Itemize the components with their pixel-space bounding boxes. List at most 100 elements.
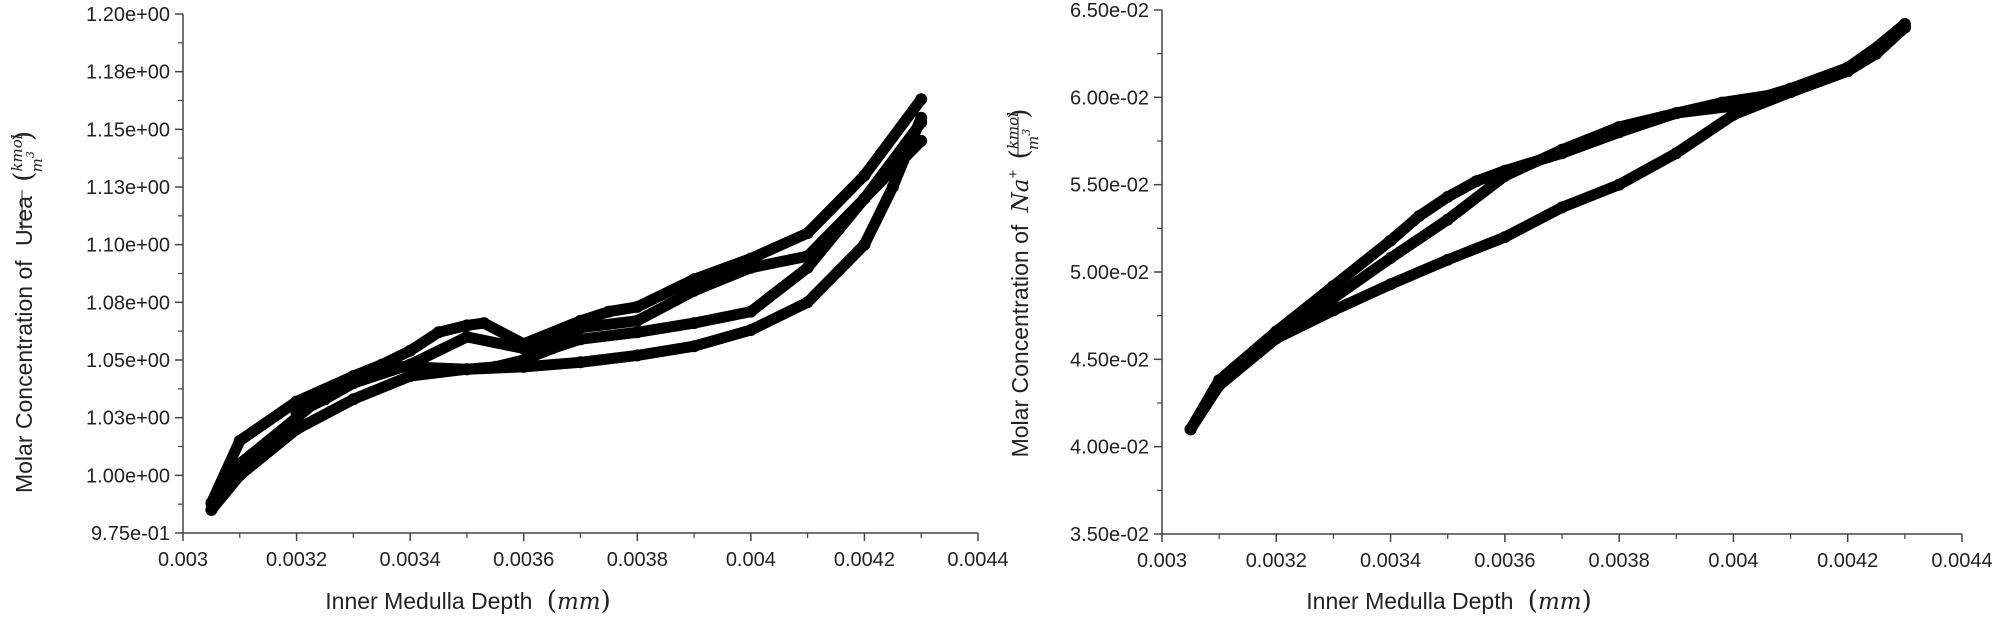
chart-right-point: [1213, 374, 1226, 387]
chart-left-point: [801, 261, 814, 274]
chart-right-y-tick-label: 6.00e-02: [1070, 87, 1149, 109]
chart-right-point: [1670, 147, 1683, 160]
chart-left: 0.003 0.0032 0.0034 0.0036 0.0038 0.004 0.0042…: [8, 4, 1009, 616]
chart-left-point: [631, 326, 644, 339]
chart-left-point: [233, 434, 246, 447]
chart-left-y-axis-unit-num: kmol: [8, 134, 26, 171]
chart-left-x-tick-label: 0.0044: [947, 549, 1008, 571]
chart-left-point: [319, 393, 331, 406]
chart-right-y-axis-title: Molar Concentration of Na+ (kmol m3): [1004, 109, 1042, 458]
chart-right-y-tick-label: 4.50e-02: [1070, 349, 1149, 371]
chart-right-point: [1498, 231, 1511, 244]
chart-left-point: [744, 324, 757, 336]
chart-left-y-tick-label: 1.08e+00: [86, 292, 170, 314]
chart-left-point: [460, 330, 473, 343]
chart-right-point: [1441, 253, 1454, 266]
chart-left-point: [517, 354, 530, 366]
chart-left-x-tick-label: 0.003: [158, 549, 208, 571]
chart-right-y-tick-label: 5.50e-02: [1070, 175, 1149, 197]
chart-left-x-axis-unit: mm: [557, 589, 601, 615]
chart-left-x-tick-label: 0.0042: [834, 549, 895, 571]
chart-left-y-axis-title: Molar Concentration of Urea (kmol m3): [8, 131, 46, 493]
chart-left-point: [404, 370, 417, 383]
chart-left-point: [574, 321, 587, 334]
chart-left-point: [404, 344, 417, 357]
chart-right-point: [1716, 96, 1728, 109]
chart-left-series-2: [205, 116, 928, 516]
chart-right-point: [1184, 423, 1197, 436]
chart-right-point: [1270, 325, 1283, 338]
chart-right-x-tick-label: 0.0034: [1360, 550, 1421, 572]
chart-left-series-2-trace: [205, 116, 927, 516]
chart-left-point: [404, 358, 417, 371]
chart-left-point: [801, 250, 814, 263]
chart-left-x-tick-label: 0.0038: [607, 549, 668, 571]
chart-right-point: [1384, 234, 1397, 247]
chart-right-y-axis-unit-exp: 3: [1020, 129, 1033, 136]
chart-right-x-axis-title: Inner Medulla Depth (mm): [1306, 586, 1591, 616]
chart-left-point: [489, 360, 502, 373]
chart-right-point: [1556, 147, 1568, 160]
chart-left-x-axis-title-text: Inner Medulla Depth: [325, 588, 532, 614]
chart-right-y-axis-title-species: Na: [1008, 178, 1034, 213]
chart-left-point: [478, 317, 490, 330]
chart-right-x-tick-label: 0.0042: [1817, 550, 1878, 572]
chart-right-y-axis: 3.50e-02 4.00e-02 4.50e-02 5.00e-02 5.50e-02…: [1070, 0, 1163, 546]
chart-right: 0.003 0.0032 0.0034 0.0036 0.0038 0.004 0.0042…: [1004, 0, 1993, 616]
chart-right-y-axis-title-prefix: Molar Concentration of: [1007, 224, 1033, 457]
chart-left-y-tick-label: 9.75e-01: [91, 523, 170, 545]
svg-text:Molar Concentration of: Molar Concentration of Urea (kmol m3): [8, 131, 46, 493]
chart-right-point: [1898, 18, 1911, 30]
chart-right-point: [1441, 213, 1454, 226]
chart-right-x-axis-unit: mm: [1538, 589, 1582, 615]
chart-right-y-tick-label: 5.00e-02: [1070, 262, 1149, 284]
chart-right-y-axis-title-species-sup: +: [1005, 169, 1022, 178]
chart-right-point: [1470, 175, 1483, 188]
chart-left-y-axis-title-species: Urea: [11, 196, 37, 246]
chart-left-series: [205, 93, 928, 516]
chart-right-point: [1441, 190, 1454, 203]
chart-left-point: [801, 227, 814, 240]
chart-left-series-4: [290, 134, 928, 420]
chart-right-x-tick-label: 0.0038: [1589, 550, 1650, 572]
chart-right-x-tick-label: 0.0036: [1474, 550, 1535, 572]
chart-right-point: [1670, 107, 1683, 120]
chart-left-point: [688, 317, 701, 330]
chart-right-x-tick-label: 0.0044: [1931, 550, 1992, 572]
chart-left-point: [460, 319, 473, 332]
chart-left-point: [432, 326, 445, 339]
chart-left-x-axis-title: Inner Medulla Depth (mm): [325, 586, 610, 616]
chart-left-x-tick-label: 0.0032: [266, 549, 327, 571]
chart-left-y-tick-label: 1.00e+00: [86, 465, 170, 487]
chart-right-y-tick-label: 4.00e-02: [1070, 437, 1149, 459]
chart-left-point: [290, 407, 303, 420]
chart-right-point: [1556, 201, 1568, 214]
chart-left-x-axis: 0.003 0.0032 0.0034 0.0036 0.0038 0.004 0.0042…: [158, 532, 1009, 571]
chart-left-point: [915, 116, 928, 129]
chart-left-series-1: [205, 111, 928, 516]
chart-left-point: [744, 305, 757, 318]
chart-right-series-3-trace: [1185, 18, 1911, 435]
chart-left-y-tick-label: 1.18e+00: [86, 62, 170, 84]
chart-left-y-tick-label: 1.15e+00: [86, 119, 170, 141]
chart-right-series-3: [1184, 18, 1911, 436]
chart-right-series: [1184, 18, 1911, 436]
chart-left-point: [801, 296, 814, 309]
chart-left-point: [915, 134, 928, 147]
chart-left-series-3: [205, 93, 928, 509]
chart-right-point: [1498, 164, 1511, 177]
chart-left-series-1-trace: [205, 112, 927, 516]
chart-left-point: [290, 395, 303, 408]
chart-left-point: [915, 93, 928, 106]
chart-left-y-axis-title-prefix: Molar Concentration of: [11, 260, 37, 493]
chart-right-x-tick-label: 0.003: [1137, 550, 1187, 572]
chart-left-point: [602, 305, 615, 318]
chart-left-point: [858, 192, 871, 205]
chart-left-point: [517, 342, 530, 355]
chart-left-y-axis: 9.75e-01 1.00e+00 1.03e+00 1.05e+00 1.08e+00…: [86, 4, 184, 545]
chart-left-point: [886, 181, 899, 193]
chart-right-point: [1384, 278, 1397, 291]
chart-right-x-axis-title-text: Inner Medulla Depth: [1306, 588, 1513, 614]
chart-right-point: [1327, 304, 1340, 317]
